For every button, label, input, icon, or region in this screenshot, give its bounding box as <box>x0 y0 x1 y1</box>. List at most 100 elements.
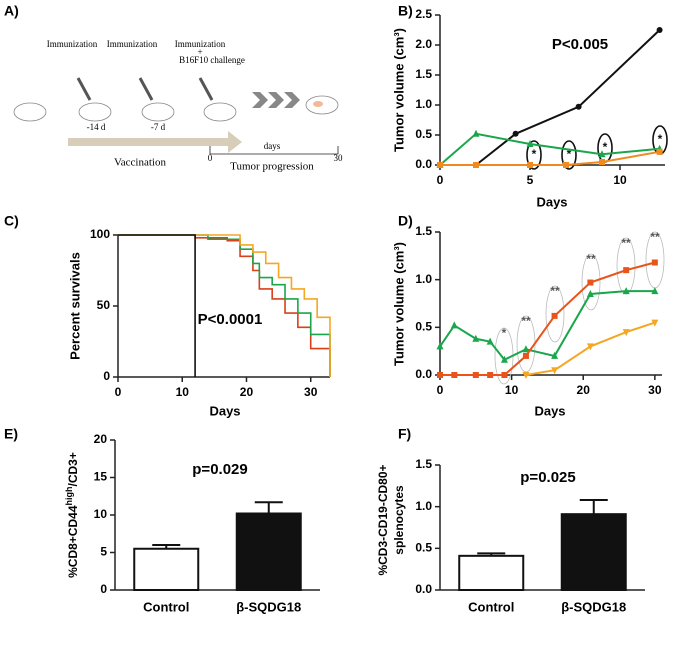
y-tick-label: 0.0 <box>415 582 432 596</box>
x-axis-label: Days <box>536 194 567 209</box>
plus: + <box>197 47 202 57</box>
point <box>651 319 659 327</box>
x-tick-label: 0 <box>437 383 444 397</box>
y-tick-label: 0.0 <box>415 157 432 171</box>
y-tick-label: 0.5 <box>415 320 432 334</box>
survival-curve <box>118 234 331 377</box>
x-tick-label: β-SQDG18 <box>236 599 301 614</box>
y-tick-label: 100 <box>90 227 110 241</box>
survival-curve <box>118 234 331 377</box>
point <box>437 372 443 378</box>
annotation: * <box>658 132 663 146</box>
annotation: ** <box>550 284 560 298</box>
y-axis-label: %CD3-CD19-CD80+ <box>376 464 390 575</box>
point <box>436 342 444 350</box>
y-axis-label: Percent survivals <box>67 252 82 360</box>
point <box>501 372 508 378</box>
tumor <box>313 101 323 107</box>
x-tick-label: 10 <box>176 385 190 399</box>
protocol-diagram <box>13 77 339 155</box>
y-tick-label: 1.0 <box>415 272 432 286</box>
y-tick-label: 10 <box>94 507 108 521</box>
series-line <box>440 261 656 376</box>
y-tick-label: 15 <box>94 470 108 484</box>
point <box>586 343 594 351</box>
step-label: B16F10 challenge <box>179 55 245 65</box>
phase-label: Vaccination <box>114 157 166 169</box>
bar <box>235 512 302 591</box>
bar <box>458 554 525 591</box>
x-tick-label: 30 <box>648 383 662 397</box>
x-tick-label: 10 <box>505 383 519 397</box>
x-tick-label: 20 <box>240 385 254 399</box>
y-axis-label: splenocytes <box>392 485 406 555</box>
y-tick-label: 5 <box>100 545 107 559</box>
x-tick-label: Control <box>468 599 514 614</box>
y-tick-label: 1.5 <box>415 224 432 238</box>
highlight-ellipse <box>581 253 601 311</box>
y-tick-label: 0.0 <box>415 367 432 381</box>
point <box>586 289 594 297</box>
y-tick-label: 1.5 <box>415 67 432 81</box>
point <box>472 334 480 342</box>
annotation: ** <box>621 236 631 250</box>
bar <box>133 547 200 591</box>
y-axis-label-part: high <box>64 486 74 505</box>
point <box>527 162 533 168</box>
point <box>651 287 659 295</box>
annotation: ** <box>521 314 531 328</box>
x-axis-label: Days <box>534 403 565 418</box>
x-tick-label: β-SQDG18 <box>561 599 626 614</box>
point <box>622 329 630 337</box>
y-tick-label: 0 <box>103 369 110 383</box>
x-tick-label: 10 <box>613 173 627 187</box>
timeline-start: 0 <box>208 153 213 163</box>
point <box>656 27 663 33</box>
series-line <box>439 290 655 361</box>
mouse <box>141 102 175 122</box>
point <box>486 337 494 345</box>
mouse <box>203 102 237 122</box>
panel-label: D) <box>398 213 413 229</box>
x-tick-label: 30 <box>304 385 318 399</box>
series-line <box>440 150 660 166</box>
point <box>598 150 606 158</box>
y-axis-label-part: %CD8+CD44 <box>66 505 80 578</box>
y-tick-label: 50 <box>97 298 111 312</box>
highlight-ellipse <box>545 285 565 343</box>
point <box>526 140 534 147</box>
annotation: p=0.025 <box>520 469 575 486</box>
annotation: * <box>532 147 537 161</box>
y-tick-label: 20 <box>94 432 108 446</box>
point <box>451 372 458 378</box>
panel-label: B) <box>398 3 413 19</box>
y-axis-label-part: /CD3+ <box>66 452 80 486</box>
series-line <box>439 132 660 166</box>
point <box>450 321 458 329</box>
point <box>473 162 479 168</box>
annotation: * <box>603 140 608 154</box>
point <box>622 287 630 295</box>
survival-curve <box>118 234 196 377</box>
y-tick-label: 0.5 <box>415 541 432 555</box>
point <box>551 367 559 375</box>
step-label: Immunization <box>107 39 158 49</box>
timeline-end: 30 <box>334 153 344 163</box>
y-tick-label: 1.0 <box>415 499 432 513</box>
annotation: ** <box>650 230 660 244</box>
mouse <box>305 95 339 115</box>
panel-label: C) <box>4 213 19 229</box>
annotation: P<0.005 <box>552 36 608 53</box>
syringe <box>198 77 214 101</box>
progress-arrows <box>252 92 300 108</box>
day-label: -14 d <box>87 122 106 132</box>
point <box>563 162 569 168</box>
point <box>651 259 658 266</box>
x-tick-label: 5 <box>527 173 534 187</box>
point <box>472 372 479 378</box>
mouse <box>13 102 47 122</box>
point <box>522 345 530 353</box>
point <box>500 355 508 363</box>
point <box>437 162 443 168</box>
